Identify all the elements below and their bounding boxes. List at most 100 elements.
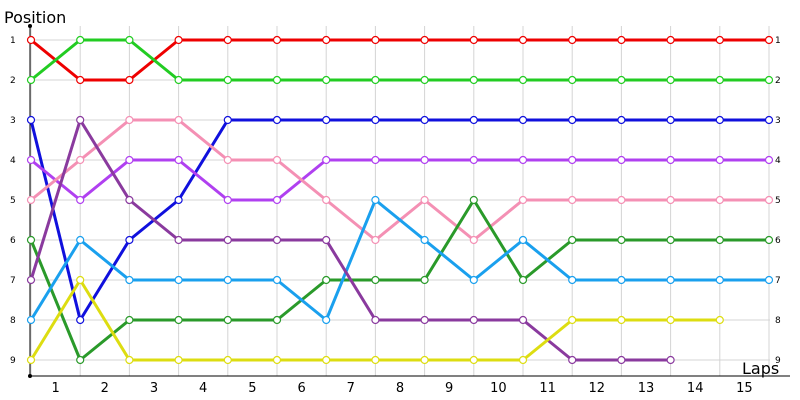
data-point [174, 315, 183, 325]
data-point [322, 155, 331, 165]
data-point [26, 275, 36, 285]
data-point [568, 35, 577, 45]
data-point [715, 115, 724, 125]
y-tick-label: 7 [10, 276, 16, 286]
data-point [568, 75, 577, 85]
right-position-label: 8 [775, 316, 781, 326]
data-point [617, 235, 626, 245]
data-point [174, 35, 183, 45]
data-point [125, 235, 134, 245]
data-point [715, 35, 724, 45]
data-point [764, 155, 774, 165]
data-point [420, 315, 429, 325]
right-position-label: 5 [775, 196, 781, 206]
data-point [322, 235, 331, 245]
data-point [272, 315, 282, 325]
data-point [125, 195, 134, 205]
data-point [125, 155, 134, 165]
data-point [420, 355, 429, 365]
right-position-label: 4 [775, 156, 781, 166]
data-point [469, 195, 478, 205]
right-position-label: 3 [775, 116, 781, 126]
data-point [420, 235, 429, 245]
data-point [568, 195, 577, 205]
series-line [30, 158, 769, 202]
data-point [715, 195, 724, 205]
data-point [371, 115, 380, 125]
data-point [666, 115, 675, 125]
data-point [76, 155, 85, 165]
right-position-label: 1 [775, 36, 781, 46]
data-point [469, 115, 478, 125]
data-point [272, 195, 282, 205]
data-point [125, 315, 134, 325]
data-point [469, 75, 478, 85]
data-point [764, 235, 774, 245]
data-point [518, 75, 528, 85]
data-point [76, 35, 85, 45]
data-point [764, 115, 774, 125]
data-point [371, 35, 380, 45]
data-point [26, 315, 36, 325]
data-point [322, 115, 331, 125]
data-point [617, 275, 626, 285]
data-point [272, 155, 282, 165]
data-point [174, 235, 183, 245]
data-point [223, 35, 232, 45]
data-point [666, 235, 675, 245]
data-point [76, 315, 85, 325]
data-point [617, 115, 626, 125]
data-point [174, 75, 183, 85]
data-point [371, 75, 380, 85]
x-tick-label: 12 [589, 381, 606, 396]
y-tick-label: 4 [10, 156, 16, 166]
data-point [174, 195, 183, 205]
data-point [322, 195, 331, 205]
x-tick-label: 8 [396, 381, 404, 396]
data-point [371, 315, 380, 325]
x-tick-label: 9 [445, 381, 453, 396]
data-point [518, 355, 528, 365]
data-point [174, 155, 183, 165]
data-point [469, 155, 478, 165]
data-point [568, 235, 577, 245]
x-tick-label: 10 [490, 381, 507, 396]
data-point [568, 275, 577, 285]
data-point [469, 235, 478, 245]
data-point [125, 355, 134, 365]
data-point [272, 275, 282, 285]
x-tick-label: 7 [347, 381, 355, 396]
data-point [26, 235, 36, 245]
data-point [76, 235, 85, 245]
data-point [322, 35, 331, 45]
data-point [371, 275, 380, 285]
data-point [26, 195, 36, 205]
data-point [272, 235, 282, 245]
x-tick-label: 13 [638, 381, 655, 396]
x-tick-label: 5 [248, 381, 256, 396]
data-point [617, 155, 626, 165]
right-position-label: 9 [775, 356, 781, 366]
series-line [30, 38, 769, 82]
series-line [30, 118, 769, 242]
data-point [174, 355, 183, 365]
data-point [125, 35, 134, 45]
data-point [420, 275, 429, 285]
data-point [617, 315, 626, 325]
right-position-labels: 1 2 3 4 5 6 7 8 9 [775, 36, 781, 366]
data-point [76, 195, 85, 205]
data-point [322, 315, 331, 325]
data-point [469, 35, 478, 45]
data-point [223, 275, 232, 285]
y-tick-label: 3 [10, 116, 16, 126]
data-point [420, 195, 429, 205]
data-point [518, 155, 528, 165]
data-point [322, 355, 331, 365]
data-point [666, 35, 675, 45]
data-point [223, 115, 232, 125]
y-tick-label: 1 [10, 36, 16, 46]
data-point [26, 35, 36, 45]
y-axis-origin-dot [28, 24, 32, 28]
data-point [469, 315, 478, 325]
